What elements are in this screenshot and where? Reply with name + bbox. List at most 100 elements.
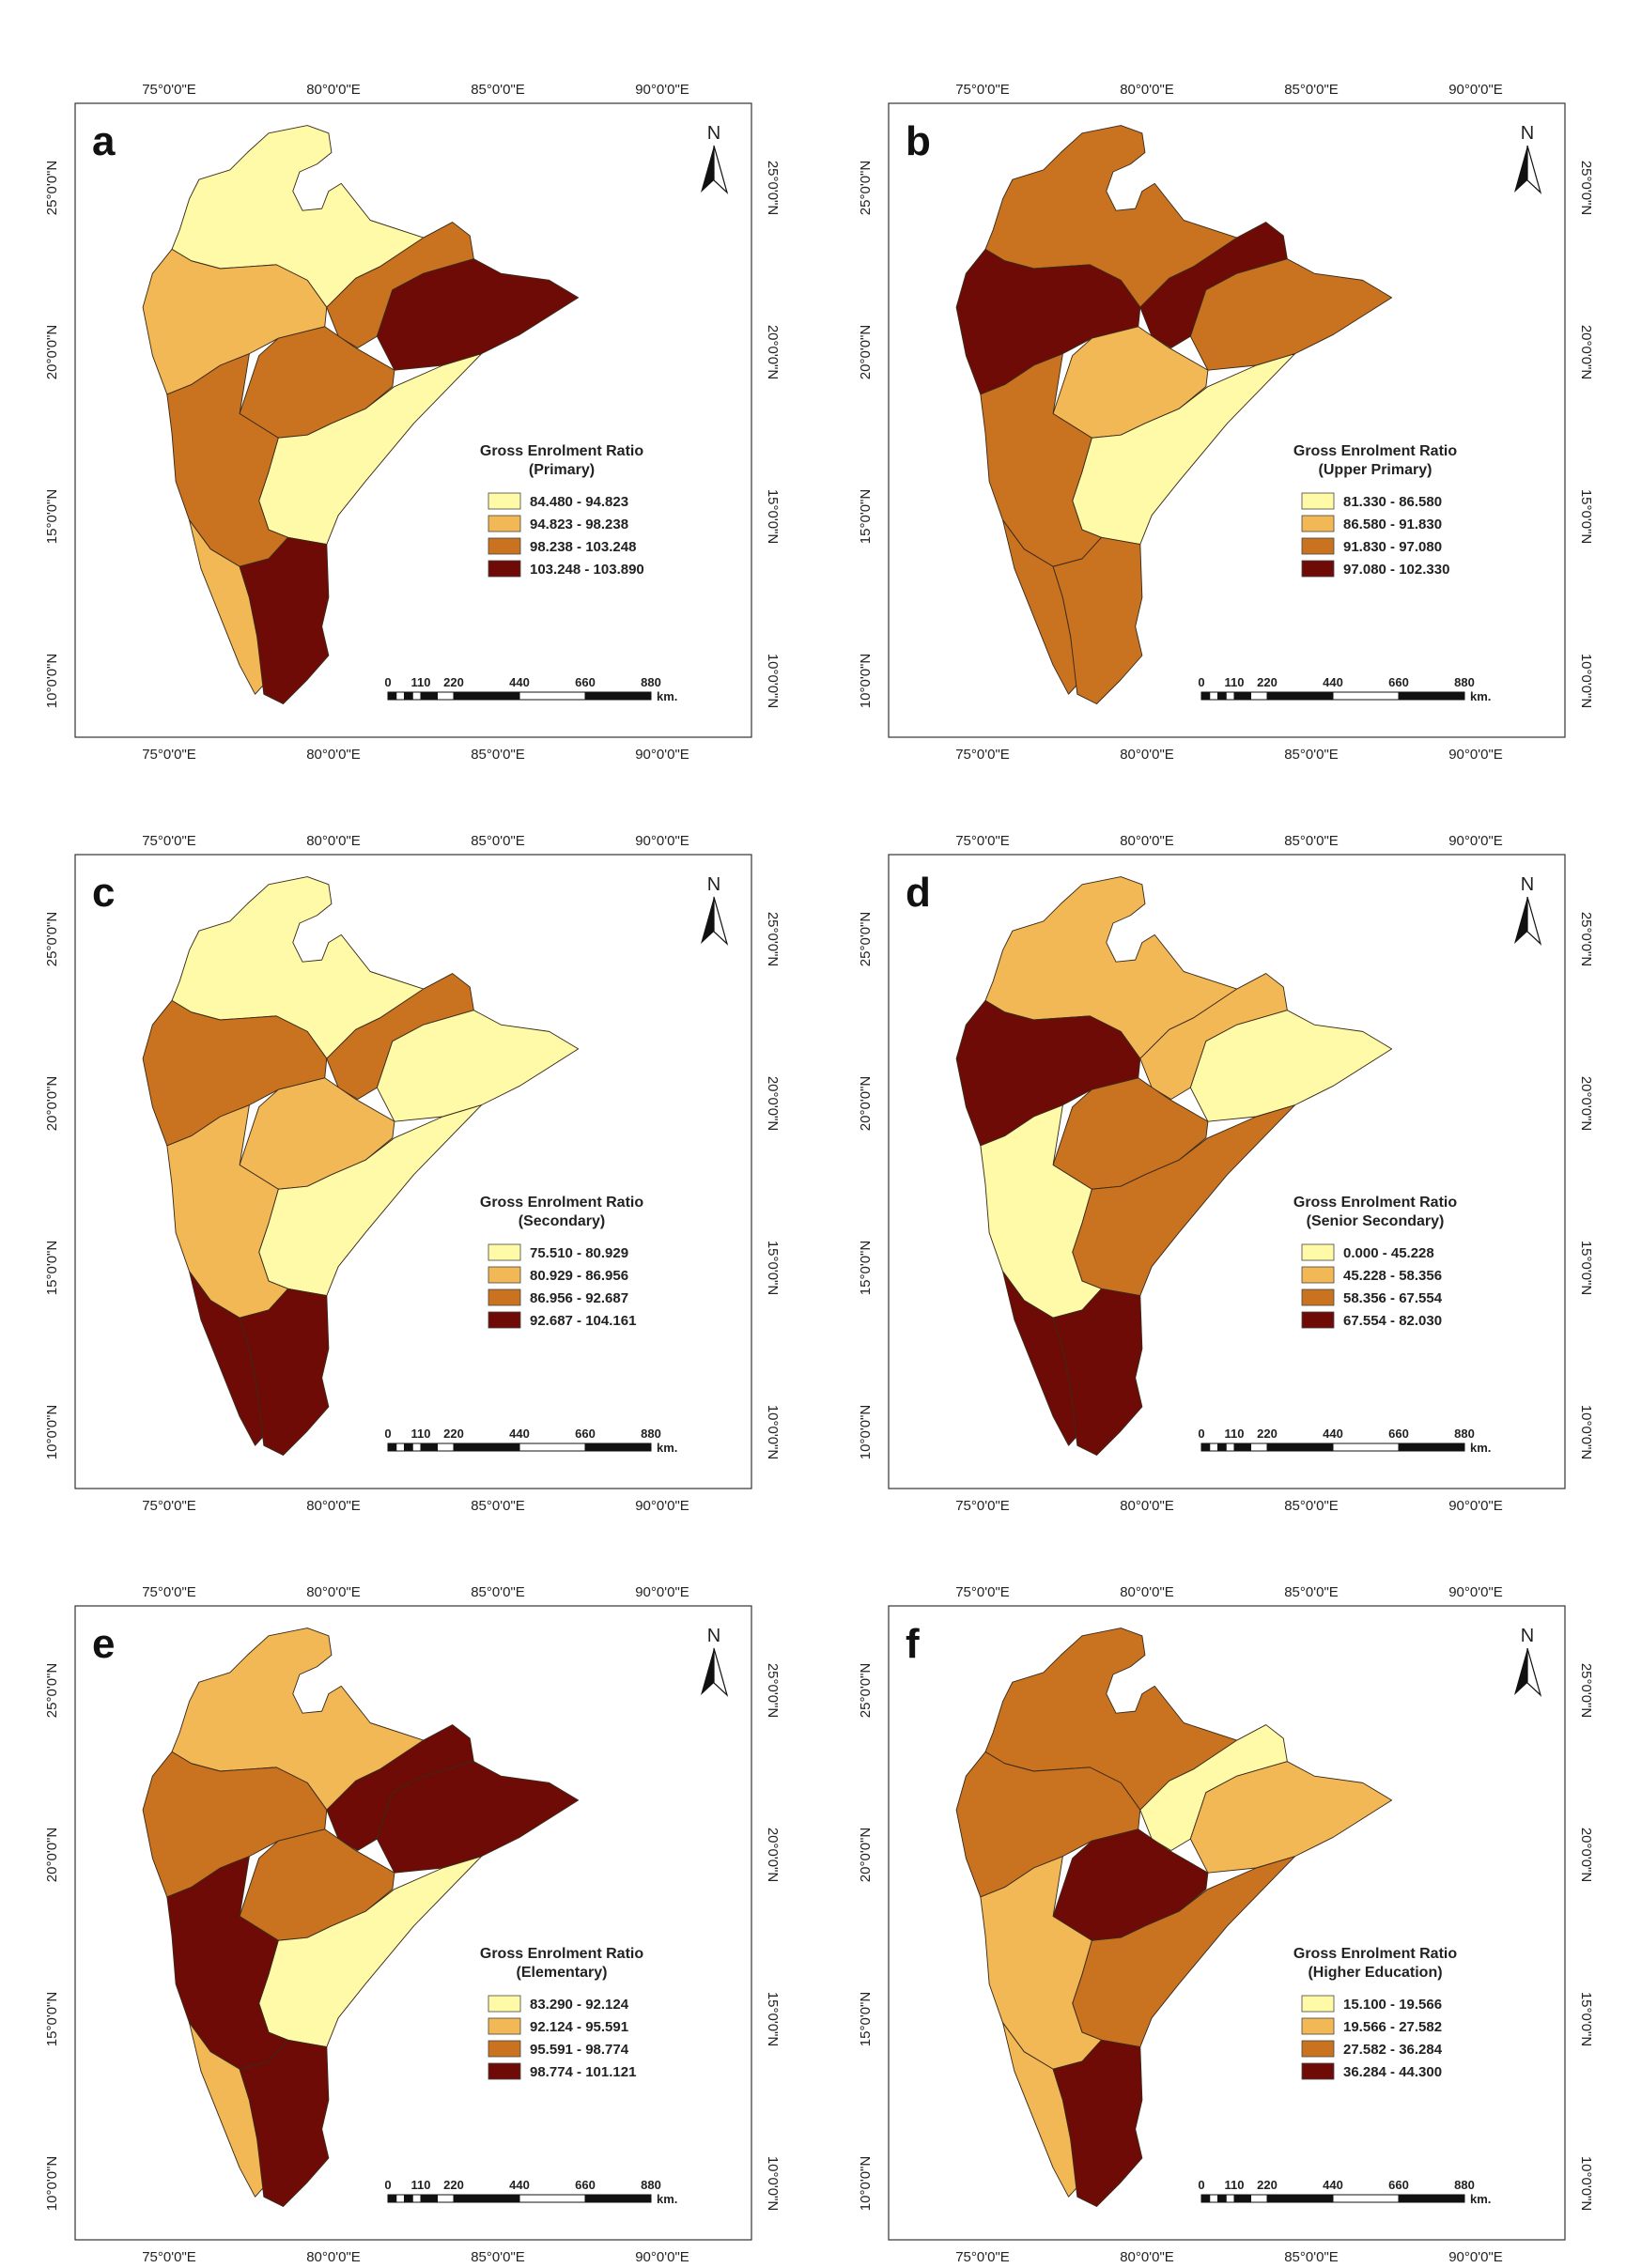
north-arrow-icon [701,1648,714,1695]
lat-label-right: 10°0'0"N [765,1405,781,1459]
north-label: N [707,874,720,895]
legend-swatch [488,1266,521,1284]
scale-bar-segment [1200,1443,1211,1452]
legend-subtitle: (Senior Secondary) [1307,1213,1445,1229]
scale-bar-segment [395,2194,405,2203]
scale-bar-segment [1233,1443,1251,1452]
lon-label-top: 75°0'0"E [955,1584,1010,1600]
lon-label-top: 80°0'0"E [1120,82,1174,98]
lat-label-right: 20°0'0"N [1578,1828,1594,1882]
lat-label-left: 15°0'0"N [858,1241,874,1295]
lat-label-right: 15°0'0"N [1578,1992,1594,2046]
legend-title: Gross Enrolment Ratio [480,1195,643,1211]
scale-tick-label: 440 [509,2178,530,2192]
scale-tick-label: 440 [509,675,530,689]
legend-subtitle: (Upper Primary) [1319,462,1432,478]
scale-bar-segment [1200,2194,1211,2203]
lat-label-left: 25°0'0"N [858,161,874,215]
region-karnataka [980,353,1103,567]
scale-tick-label: 660 [575,675,596,689]
legend-swatch [488,1243,521,1261]
north-label: N [707,123,720,144]
scale-bar-segment [1225,1443,1235,1452]
lat-label-left: 15°0'0"N [858,489,874,544]
scale-bar-segment [1332,2194,1400,2203]
north-arrow-icon [1526,1647,1542,1697]
scale-unit: km. [1470,1441,1491,1455]
map-panel-f: 75°0'0"E 75°0'0"E 80°0'0"E 80°0'0"E 85°0'0"E… [858,1584,1594,2265]
lat-label-right: 10°0'0"N [765,2156,781,2211]
lat-label-left: 25°0'0"N [44,161,60,215]
region-karnataka [166,1104,289,1319]
legend-swatch [1301,537,1335,555]
scale-unit: km. [657,689,677,703]
lon-label-top: 90°0'0"E [1448,82,1503,98]
north-arrow-icon [1526,145,1542,194]
scale-tick-label: 660 [1388,2178,1409,2192]
legend-class-label: 67.554 - 82.030 [1343,1313,1442,1329]
legend-class-label: 15.100 - 19.566 [1343,1997,1442,2013]
region-tamil [1052,536,1143,704]
panel-letter: c [92,870,115,916]
lat-label-right: 15°0'0"N [1578,1241,1594,1295]
map-panel-e: 75°0'0"E 75°0'0"E 80°0'0"E 80°0'0"E 85°0'0"E… [44,1584,781,2265]
lon-label-bottom: 80°0'0"E [1120,2249,1174,2263]
north-label: N [707,1626,720,1646]
scale-bar-segment [1250,1443,1268,1452]
region-east [1189,258,1393,371]
scale-unit: km. [1470,689,1491,703]
lat-label-right: 15°0'0"N [765,1992,781,2046]
region-west [142,999,328,1147]
lat-label-right: 25°0'0"N [1578,912,1594,966]
lon-label-top: 80°0'0"E [1120,1584,1174,1600]
region-east [1189,1010,1393,1122]
legend-swatch [1301,492,1335,510]
lon-label-bottom: 75°0'0"E [955,1498,1010,1514]
north-arrow-icon [713,896,729,946]
scale-bar-segment [1225,2194,1235,2203]
lon-label-top: 85°0'0"E [471,833,525,849]
scale-tick-label: 880 [1454,675,1475,689]
lon-label-bottom: 85°0'0"E [1284,747,1339,763]
map-regions [142,1628,580,2207]
lat-label-left: 20°0'0"N [44,1828,60,1882]
region-west [142,1751,328,1898]
lat-label-right: 10°0'0"N [1578,1405,1594,1459]
legend-class-label: 45.228 - 58.356 [1343,1268,1442,1284]
scale-tick-label: 0 [384,1427,391,1441]
scale-bar-segment [519,1443,586,1452]
scale-tick-label: 110 [1225,2178,1245,2192]
scale-bar-segment [1266,2194,1334,2203]
lon-label-top: 80°0'0"E [306,833,361,849]
region-west [955,248,1141,395]
legend-swatch [1301,2017,1335,2035]
lat-label-left: 20°0'0"N [858,325,874,379]
region-west [955,1751,1141,1898]
legend-class-label: 86.956 - 92.687 [530,1290,628,1306]
scale-bar-segment [1233,691,1251,701]
scale-tick-label: 110 [411,675,431,689]
legend-class-label: 84.480 - 94.823 [530,494,628,510]
lat-label-left: 10°0'0"N [858,2156,874,2211]
scale-tick-label: 440 [1323,2178,1343,2192]
lat-label-left: 25°0'0"N [44,1663,60,1718]
legend-swatch [488,2062,521,2080]
scale-tick-label: 220 [1257,675,1278,689]
scale-bar-segment [420,2194,438,2203]
legend-subtitle: (Elementary) [517,1965,608,1981]
scale-bar-segment [404,2194,413,2203]
legend-title: Gross Enrolment Ratio [480,443,643,459]
lon-label-top: 85°0'0"E [471,1584,525,1600]
scale-tick-label: 0 [1198,2178,1204,2192]
north-arrow-icon [701,146,714,193]
lat-label-left: 10°0'0"N [858,654,874,708]
scale-tick-label: 440 [1323,675,1343,689]
lon-label-bottom: 80°0'0"E [306,747,361,763]
scale-tick-label: 660 [1388,675,1409,689]
lat-label-left: 20°0'0"N [44,325,60,379]
north-label: N [1521,1626,1534,1646]
legend-class-label: 98.238 - 103.248 [530,539,636,555]
lon-label-bottom: 75°0'0"E [142,2249,196,2263]
